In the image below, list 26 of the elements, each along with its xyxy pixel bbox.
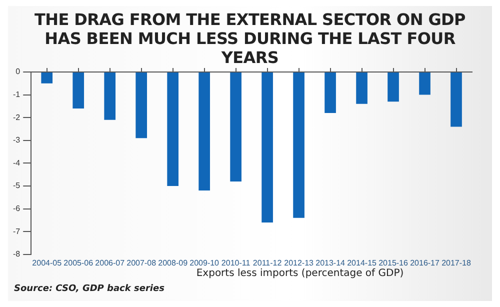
y-tick-label: -3 [12, 136, 21, 145]
y-tick-label: -7 [12, 226, 21, 236]
source-note: Source: CSO, GDP back series [14, 284, 164, 294]
y-tick-label: -2 [12, 112, 21, 122]
x-tick-label: 2017-18 [442, 258, 472, 268]
y-tick-label: 0 [16, 67, 21, 76]
x-tick-label: 2013-14 [316, 258, 346, 268]
x-tick-label: 2011-12 [252, 258, 282, 268]
x-axis-title: Exports less imports (percentage of GDP) [195, 268, 405, 279]
x-tick-label: 2010-11 [221, 258, 251, 268]
y-tick-label: -6 [12, 204, 21, 214]
x-tick-label: 2014-15 [347, 258, 378, 268]
x-tick-label: 2015-16 [378, 258, 408, 268]
x-tick-label: 2005-06 [64, 258, 94, 268]
x-tick-label: 2008-09 [158, 258, 188, 268]
y-tick-label: -1 [12, 90, 21, 100]
x-tick-label: 2004-05 [32, 258, 62, 268]
x-tick-label: 2006-07 [95, 258, 126, 268]
y-tick-label: -8 [12, 250, 21, 259]
y-tick-label: -4 [12, 158, 21, 168]
x-tick-label: 2007-08 [126, 258, 157, 268]
y-tick-label: -5 [12, 181, 21, 190]
x-tick-label: 2016-17 [410, 258, 440, 268]
x-tick-label: 2009-10 [190, 258, 220, 268]
x-tick-label: 2012-13 [284, 258, 314, 268]
chart-title: THE DRAG FROM THE EXTERNAL SECTOR ON GDP HAS BEEN MUCH LESS DURING THE LAST FOUR YEARS [34, 10, 466, 67]
